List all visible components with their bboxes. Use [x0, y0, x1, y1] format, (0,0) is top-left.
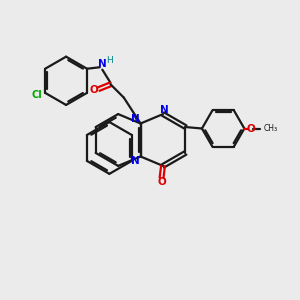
Text: N: N	[131, 156, 140, 166]
Text: O: O	[90, 85, 98, 95]
Text: O: O	[246, 124, 255, 134]
Text: O: O	[157, 177, 166, 187]
Text: CH₃: CH₃	[263, 124, 277, 133]
Text: Cl: Cl	[32, 90, 42, 100]
Text: N: N	[98, 59, 107, 69]
Text: N: N	[160, 105, 169, 115]
Text: N: N	[131, 114, 140, 124]
Text: H: H	[106, 56, 112, 65]
